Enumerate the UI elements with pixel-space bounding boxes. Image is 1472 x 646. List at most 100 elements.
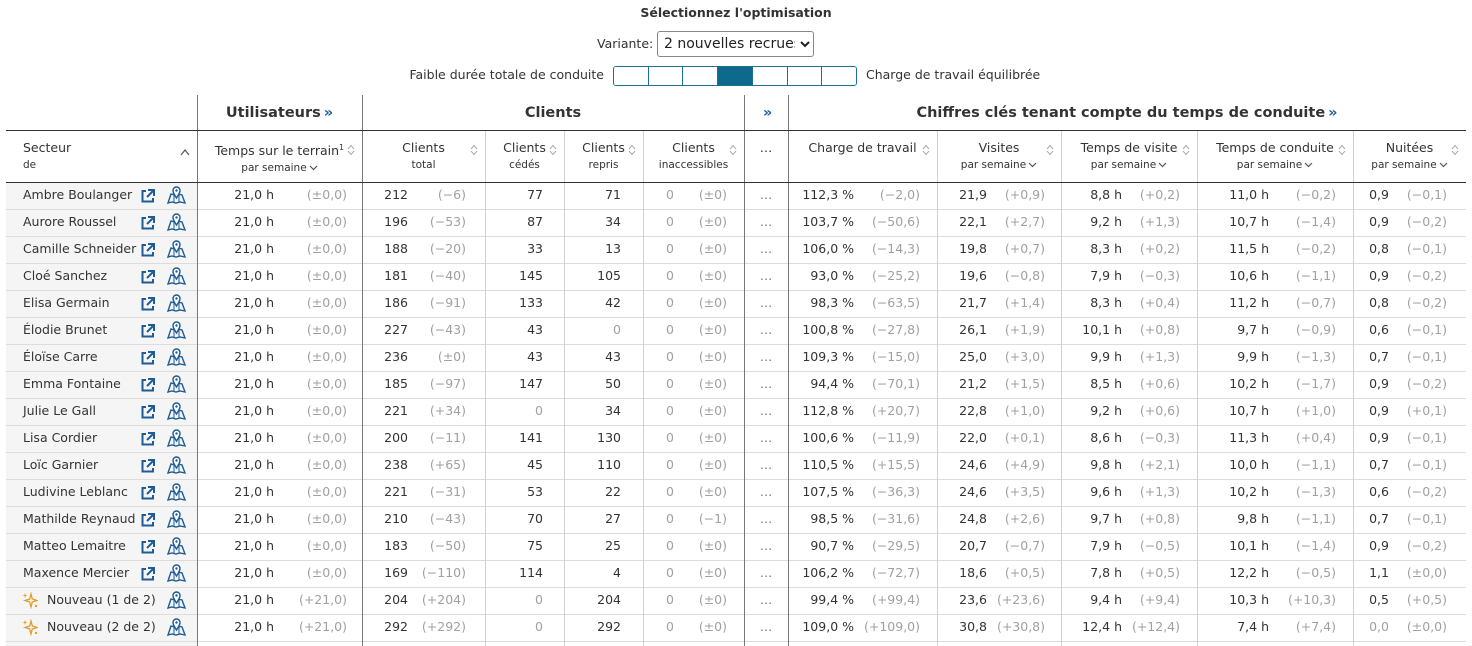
sort-icon[interactable]	[1046, 141, 1054, 156]
map-icon[interactable]	[166, 509, 187, 529]
sort-icon[interactable]	[470, 141, 478, 156]
cell-value: 181	[384, 268, 408, 283]
map-icon[interactable]	[166, 293, 187, 313]
delta-value: (+0,5)	[1406, 592, 1447, 607]
cell-value: 42	[605, 295, 621, 310]
cell-value: 133	[519, 295, 543, 310]
open-link-icon[interactable]	[140, 566, 156, 582]
sort-icon[interactable]	[1182, 141, 1190, 156]
open-link-icon[interactable]	[140, 242, 156, 258]
open-link-icon[interactable]	[140, 215, 156, 231]
open-link-icon[interactable]	[140, 485, 156, 501]
column-sublabel[interactable]: par semaine	[197, 159, 362, 177]
open-link-icon[interactable]	[140, 404, 156, 420]
cell-value: 20,7	[959, 538, 987, 553]
map-icon-svg	[166, 591, 187, 609]
cell-value: 7,4 h	[1237, 619, 1269, 634]
map-icon[interactable]	[166, 455, 187, 475]
sort-icon-svg	[470, 144, 478, 156]
sort-icon[interactable]	[347, 141, 355, 156]
column-sublabel[interactable]: par semaine	[1061, 156, 1197, 174]
delta-value: (−31,6)	[871, 511, 920, 526]
sort-icon[interactable]	[549, 141, 557, 156]
map-icon[interactable]	[166, 428, 187, 448]
sort-icon[interactable]	[628, 141, 636, 156]
map-icon-svg	[166, 267, 187, 285]
sort-icon[interactable]	[180, 141, 190, 156]
cell-value: 70	[527, 511, 543, 526]
more-cell: …	[759, 322, 773, 337]
open-link-icon[interactable]	[140, 458, 156, 474]
slider-step[interactable]	[786, 67, 822, 85]
open-link-icon[interactable]	[140, 296, 156, 312]
open-link-icon[interactable]	[140, 512, 156, 528]
column-sublabel[interactable]: par semaine	[1353, 156, 1466, 174]
delta-value: (+1,0)	[1295, 403, 1336, 418]
open-link-icon[interactable]	[140, 323, 156, 339]
map-icon[interactable]	[166, 320, 187, 340]
group-expand-link[interactable]: »	[1328, 105, 1338, 121]
column-header: Clients cédés	[485, 140, 564, 174]
map-icon[interactable]	[166, 239, 187, 259]
map-icon[interactable]	[166, 347, 187, 367]
group-expand-link[interactable]: »	[323, 105, 334, 121]
delta-value: (−0,2)	[1406, 484, 1447, 499]
column-sublabel[interactable]: par semaine	[937, 156, 1061, 174]
map-icon[interactable]	[166, 590, 187, 610]
open-link-icon[interactable]	[140, 377, 156, 393]
cell-value: 10,1 h	[1082, 322, 1122, 337]
cell-value: 33	[527, 241, 543, 256]
cell-value: 22,0	[959, 430, 987, 445]
cell-value: 0	[666, 349, 674, 364]
delta-value: (−1,7)	[1295, 376, 1336, 391]
map-icon-svg	[166, 537, 187, 555]
group-label: Utilisateurs	[225, 105, 321, 121]
sort-icon-svg	[347, 144, 355, 156]
map-icon[interactable]	[166, 266, 187, 286]
map-icon[interactable]	[166, 374, 187, 394]
sort-icon[interactable]	[1451, 141, 1459, 156]
variant-select[interactable]: 2 nouvelles recrues	[657, 31, 814, 57]
column-sublabel[interactable]: par semaine	[1197, 156, 1353, 174]
map-icon[interactable]	[166, 617, 187, 637]
slider-step[interactable]	[821, 67, 856, 85]
slider[interactable]	[613, 66, 857, 86]
map-icon[interactable]	[166, 212, 187, 232]
v-line	[1061, 130, 1062, 646]
sort-icon[interactable]	[922, 141, 930, 156]
slider-step[interactable]	[647, 67, 683, 85]
slider-step[interactable]	[751, 67, 787, 85]
cell-value: 13	[605, 241, 621, 256]
open-link-icon[interactable]	[140, 269, 156, 285]
cell-value: 23,6	[959, 592, 987, 607]
column-label: Clients	[402, 140, 445, 155]
cell-value: 21,0 h	[234, 187, 274, 202]
open-link-icon[interactable]	[140, 188, 156, 204]
map-icon[interactable]	[166, 563, 187, 583]
more-cell: …	[759, 403, 773, 418]
cell-value: 0	[613, 322, 621, 337]
map-icon[interactable]	[166, 185, 187, 205]
map-icon[interactable]	[166, 536, 187, 556]
slider-step[interactable]	[717, 67, 752, 85]
delta-value: (−36,3)	[871, 484, 920, 499]
cell-value: 0,8	[1369, 241, 1389, 256]
cell-value: 24,6	[959, 484, 987, 499]
column-header: Clients total	[362, 140, 485, 174]
open-link-icon[interactable]	[140, 350, 156, 366]
map-icon[interactable]	[166, 482, 187, 502]
delta-value: (−0,5)	[1295, 565, 1336, 580]
sort-icon[interactable]	[1338, 141, 1346, 156]
sort-icon[interactable]	[729, 141, 737, 156]
slider-step[interactable]	[614, 67, 648, 85]
menu-chevron	[309, 165, 318, 171]
h-line	[6, 506, 1466, 507]
open-link-icon[interactable]	[140, 539, 156, 555]
h-line	[6, 317, 1466, 318]
group-expand-link[interactable]: »	[762, 105, 773, 121]
slider-step[interactable]	[682, 67, 718, 85]
delta-value: (+30,8)	[996, 619, 1045, 634]
sector-name: Ludivine Leblanc	[23, 484, 128, 499]
map-icon[interactable]	[166, 401, 187, 421]
open-link-icon[interactable]	[140, 431, 156, 447]
